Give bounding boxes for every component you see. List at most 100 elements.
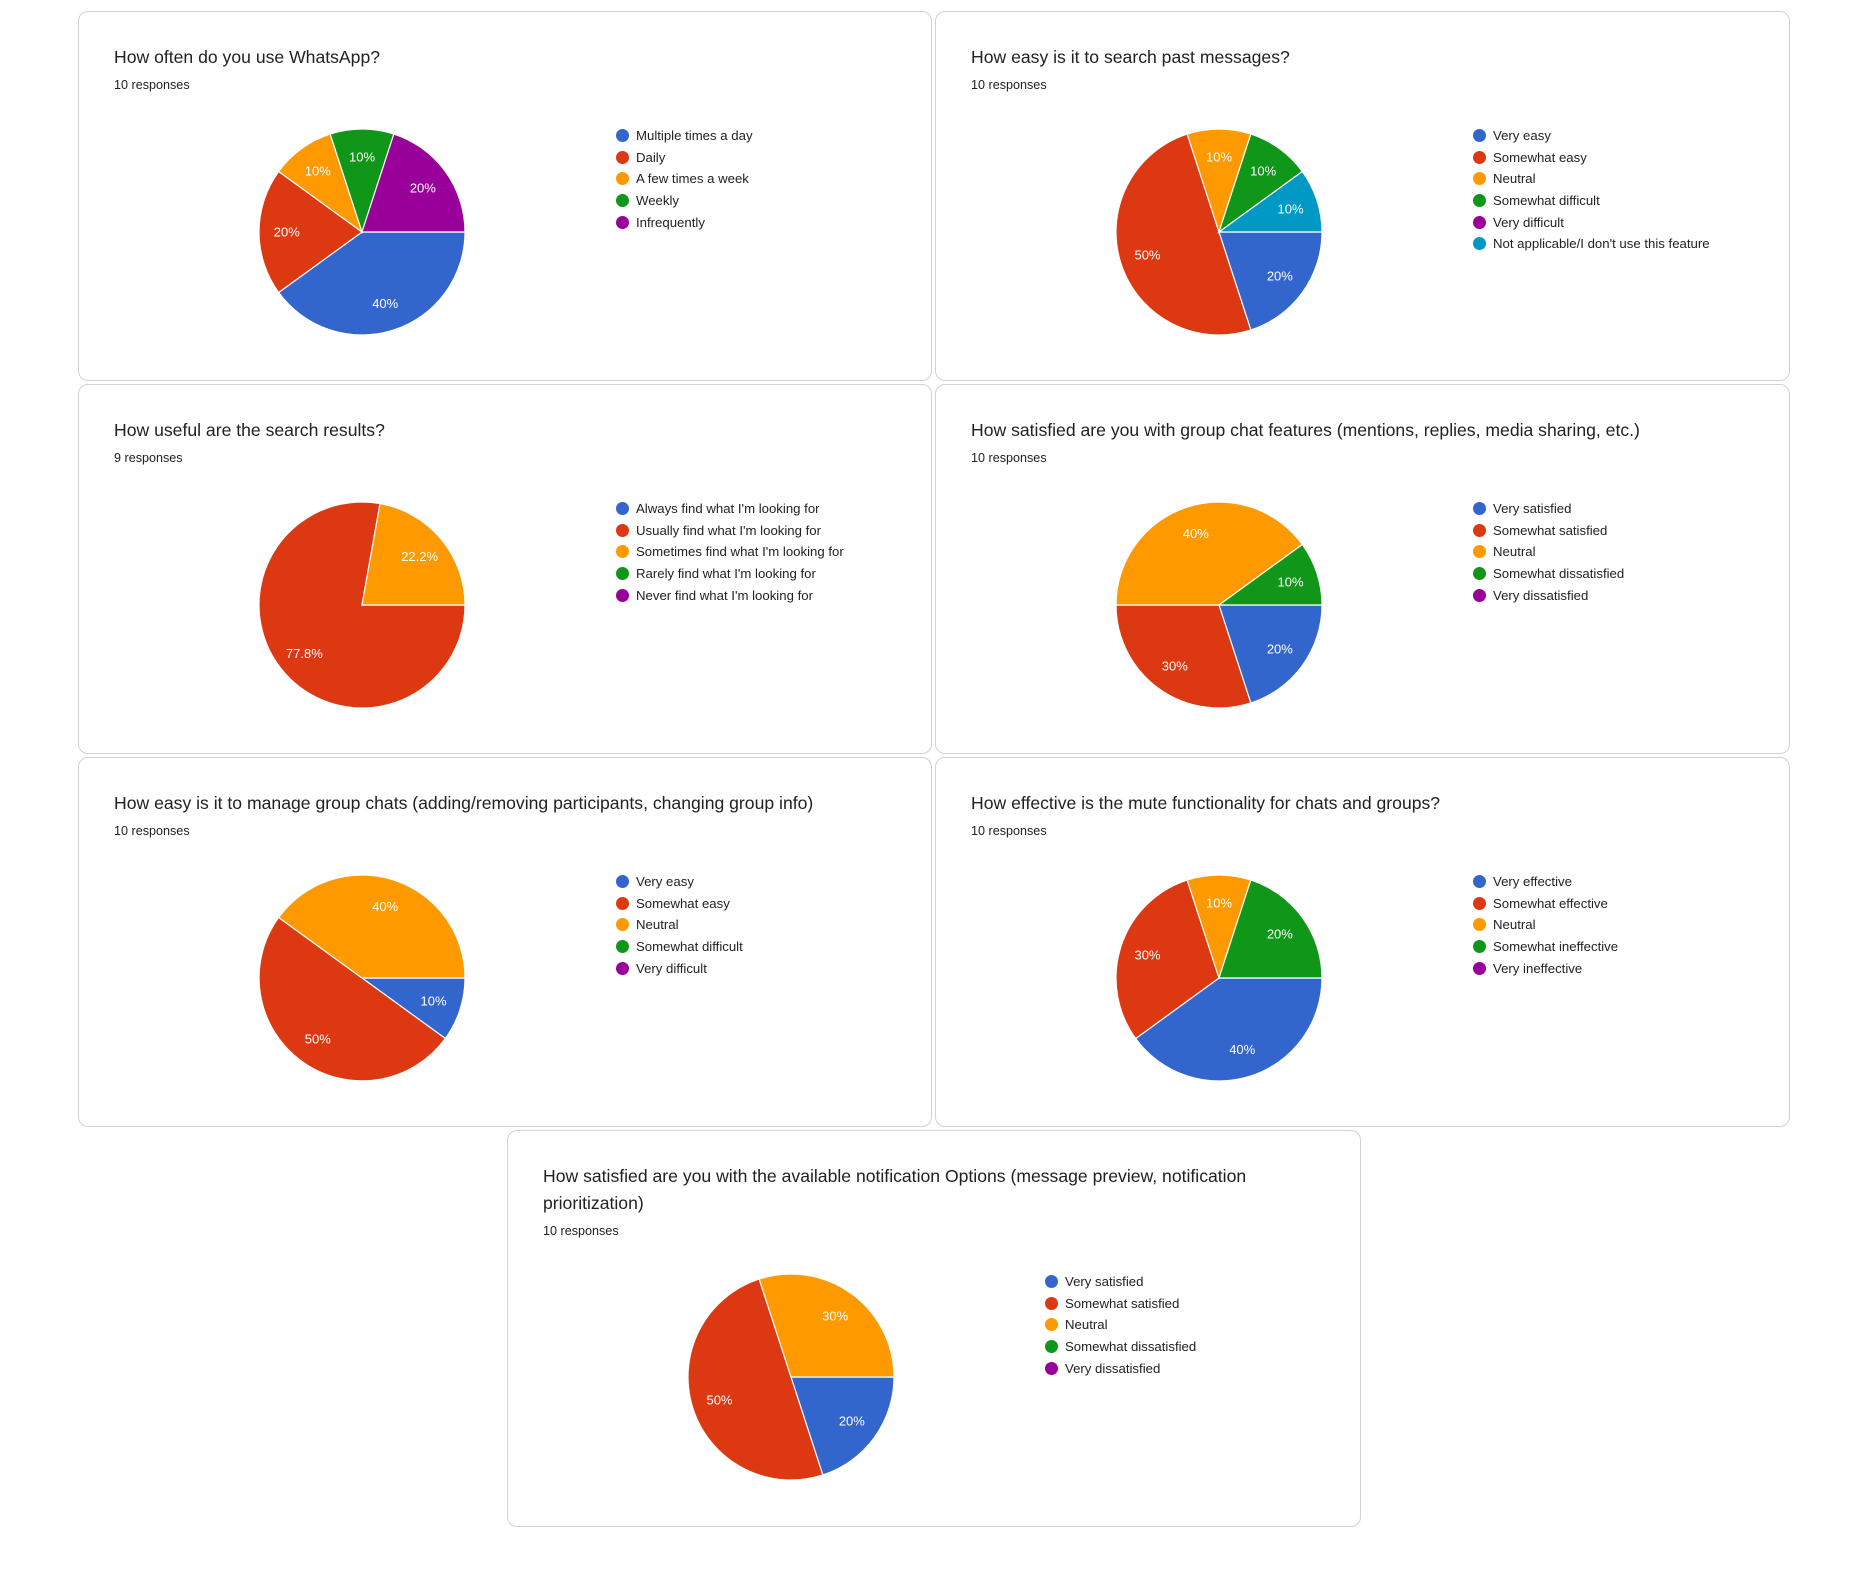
legend-item: Usually find what I'm looking for [616,520,844,542]
legend-swatch [1473,940,1486,954]
legend-label: Always find what I'm looking for [636,501,820,517]
legend-label: Somewhat dissatisfied [1493,566,1625,582]
legend-swatch [616,961,629,975]
legend-item: Very effective [1473,871,1618,893]
chart-title: How effective is the mute functionality … [971,793,1441,813]
legend-item: Somewhat difficult [616,936,743,958]
legend-item: Daily [616,147,753,169]
slice-label: 30% [1134,947,1160,962]
legend-swatch [1473,194,1486,208]
pie-slice-somewhat-ineffective [1218,879,1323,979]
legend-item: Very difficult [1473,211,1710,233]
legend-item: Infrequently [616,211,753,233]
slice-label: 20% [1267,642,1293,657]
pie-chart: 20% 50% 30% [687,1273,895,1481]
legend-label: Very dissatisfied [1065,1360,1161,1376]
legend-swatch [616,567,629,581]
legend-item: Somewhat satisfied [1045,1293,1196,1315]
slice-label: 10% [1277,201,1303,216]
legend-label: Somewhat effective [1493,895,1608,911]
legend-swatch [1045,1296,1058,1310]
legend-swatch [1473,523,1486,537]
response-count: 10 responses [971,78,1047,92]
chart-title: How often do you use WhatsApp? [114,47,381,67]
legend-label: Daily [636,149,666,165]
pie-slice-not-applicable-i-don-t-use-this-feature [1217,170,1323,233]
pie-slice-somewhat-dissatisfied [1217,543,1323,606]
legend-label: Neutral [1493,917,1536,933]
legend-swatch [616,588,629,602]
pie-slice-somewhat-effective [1115,879,1220,1040]
slice-label: 22.2% [401,549,438,564]
legend-item: Sometimes find what I'm looking for [616,541,844,563]
legend-label: Neutral [1493,171,1536,187]
legend-label: Somewhat satisfied [1065,1295,1180,1311]
legend-label: Very satisfied [1493,501,1572,517]
legend-item: Neutral [616,914,743,936]
legend-item: Always find what I'm looking for [616,498,844,520]
legend-swatch [616,215,629,229]
slice-label: 10% [1277,574,1303,589]
legend-item: Somewhat difficult [1473,190,1710,212]
legend-item: Very ineffective [1473,957,1618,979]
chart-legend: Multiple times a day Daily A few times a w… [616,125,753,233]
legend-label: Multiple times a day [636,128,753,144]
slice-label: 77.8% [286,646,323,661]
legend-swatch [1473,918,1486,932]
slice-label: 20% [410,180,436,195]
pie-slice-somewhat-easy [1115,133,1252,336]
slice-label: 40% [372,899,398,914]
response-count: 10 responses [971,824,1047,838]
legend-label: Somewhat satisfied [1493,522,1608,538]
chart-title: How easy is it to search past messages? [971,47,1290,67]
response-count: 10 responses [114,78,190,92]
legend-label: A few times a week [636,171,749,187]
legend-item: Very dissatisfied [1473,584,1624,606]
chart-legend: Very satisfied Somewhat satisfied Neutral S… [1473,498,1624,606]
pie-slice-somewhat-satisfied [1115,604,1252,709]
legend-item: Neutral [1045,1314,1196,1336]
legend-item: A few times a week [616,168,753,190]
legend-swatch [616,194,629,208]
chart-legend: Always find what I'm looking for Usually … [616,498,844,606]
legend-swatch [616,545,629,559]
legend-swatch [1473,875,1486,889]
chart-title: How easy is it to manage group chats (ad… [114,793,814,813]
slice-label: 10% [349,149,375,164]
chart-card-notification-options: How satisfied are you with the available… [507,1130,1361,1527]
slice-label: 50% [1134,248,1160,263]
legend-label: Usually find what I'm looking for [636,522,822,538]
pie-slice-very-effective [1134,977,1323,1082]
pie-chart: 77.8% 22.2% [258,501,466,709]
legend-label: Neutral [1493,544,1536,560]
legend-item: Very satisfied [1045,1271,1196,1293]
legend-label: Very difficult [636,960,707,976]
legend-swatch [616,896,629,910]
pie-chart: 10% 50% 40% [258,874,466,1082]
slice-label: 50% [305,1031,331,1046]
legend-item: Very satisfied [1473,498,1624,520]
legend-swatch [616,172,629,186]
legend-swatch [1045,1361,1058,1375]
legend-label: Not applicable/I don't use this feature [1493,236,1710,252]
legend-swatch [616,502,629,516]
legend-label: Somewhat difficult [636,939,743,955]
legend-label: Very effective [1493,874,1572,890]
slice-label: 10% [420,994,446,1009]
legend-swatch [616,150,629,164]
chart-card-search-usefulness: How useful are the search results? 9 res… [78,384,932,754]
chart-legend: Very satisfied Somewhat satisfied Neutral S… [1045,1271,1196,1379]
legend-item: Neutral [1473,914,1618,936]
legend-item: Multiple times a day [616,125,753,147]
pie-slice-somewhat-easy [258,916,447,1082]
legend-item: Neutral [1473,168,1710,190]
legend-label: Rarely find what I'm looking for [636,566,816,582]
chart-title: How satisfied are you with group chat fe… [971,420,1640,440]
legend-item: Somewhat ineffective [1473,936,1618,958]
legend-swatch [1045,1340,1058,1354]
legend-label: Weekly [636,193,679,209]
legend-swatch [1045,1318,1058,1332]
legend-item: Not applicable/I don't use this feature [1473,233,1710,255]
legend-label: Very difficult [1493,214,1564,230]
legend-label: Somewhat easy [636,895,730,911]
